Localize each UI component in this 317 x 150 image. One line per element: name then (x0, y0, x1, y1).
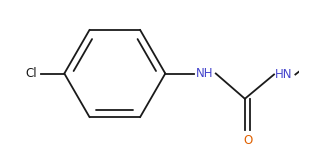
Text: O: O (243, 134, 252, 147)
Text: HN: HN (275, 68, 293, 81)
Text: Cl: Cl (26, 67, 37, 80)
Text: NH: NH (195, 67, 213, 80)
